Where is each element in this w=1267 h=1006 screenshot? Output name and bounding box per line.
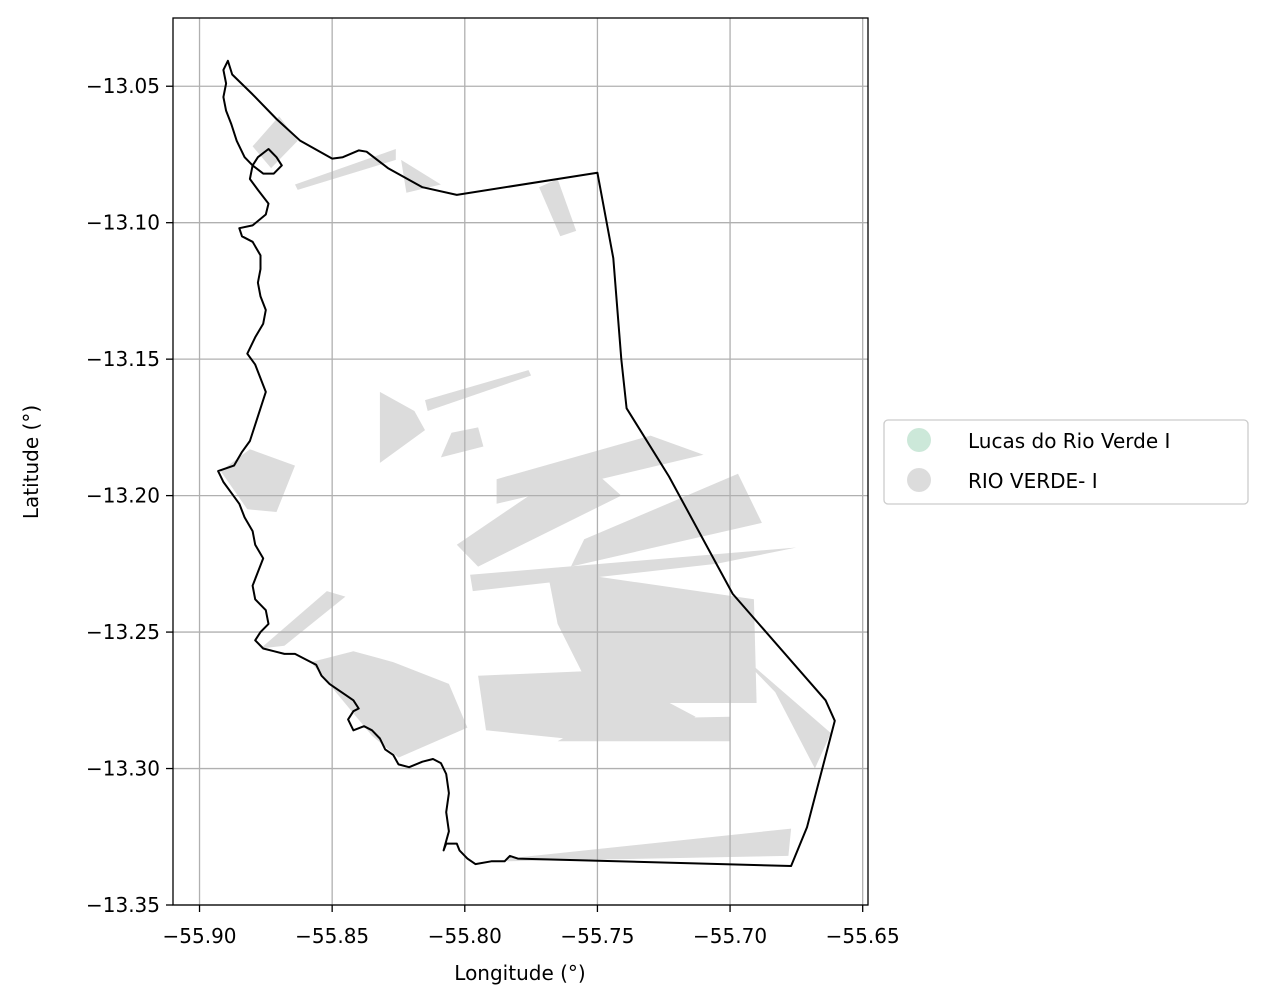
y-tick-label-1: −13.05	[86, 74, 160, 98]
boundary-outline	[217, 59, 836, 867]
y-tick-label-2: −13.10	[86, 211, 160, 235]
field-polygon-2	[295, 149, 396, 190]
legend-box	[883, 419, 1249, 505]
municipality-boundary	[217, 59, 836, 867]
field-polygon-10	[220, 449, 295, 512]
y-tick-label-5: −13.25	[86, 620, 160, 644]
plot-frame	[172, 17, 869, 906]
field-polygon-5	[425, 370, 532, 411]
field-polygon-14	[703, 618, 831, 769]
field-polygon-4	[539, 179, 577, 237]
field-polygon-11	[570, 473, 762, 567]
field-polygon-16	[310, 651, 468, 758]
y-axis-label: Latitude (°)	[19, 405, 43, 519]
x-tick-label-1: −55.90	[163, 924, 237, 948]
x-tick-label-5: −55.70	[693, 924, 767, 948]
y-tick-label-7: −13.35	[86, 893, 160, 917]
legend-label-lucas: Lucas do Rio Verde I	[968, 429, 1170, 453]
x-tick-label-2: −55.85	[295, 924, 369, 948]
field-polygon-15	[260, 591, 346, 649]
legend-marker-rio-verde	[907, 468, 931, 492]
y-tick-label-6: −13.30	[86, 757, 160, 781]
field-polygon-9	[456, 460, 622, 567]
field-polygon-13	[547, 569, 757, 703]
field-polygon-6	[379, 391, 425, 463]
x-tick-label-6: −55.65	[826, 924, 900, 948]
legend-label-rio-verde: RIO VERDE- I	[968, 469, 1098, 493]
legend: Lucas do Rio Verde I RIO VERDE- I	[883, 419, 1249, 505]
legend-marker-lucas	[907, 428, 931, 452]
field-polygon-7	[440, 427, 484, 458]
y-axis-ticks: −13.05 −13.10 −13.15 −13.20 −13.25 −13.30 −13.…	[86, 74, 173, 917]
field-polygon-18	[557, 716, 731, 742]
y-tick-label-3: −13.15	[86, 347, 160, 371]
x-axis-ticks: −55.90 −55.85 −55.80 −55.75 −55.70 −55.65	[163, 905, 900, 948]
y-tick-label-4: −13.20	[86, 484, 160, 508]
x-axis-label: Longitude (°)	[454, 961, 585, 985]
field-polygon-19	[507, 828, 792, 862]
x-tick-label-4: −55.75	[560, 924, 634, 948]
field-polygons	[220, 116, 831, 862]
x-tick-label-3: −55.80	[428, 924, 502, 948]
field-polygon-3	[401, 159, 441, 193]
